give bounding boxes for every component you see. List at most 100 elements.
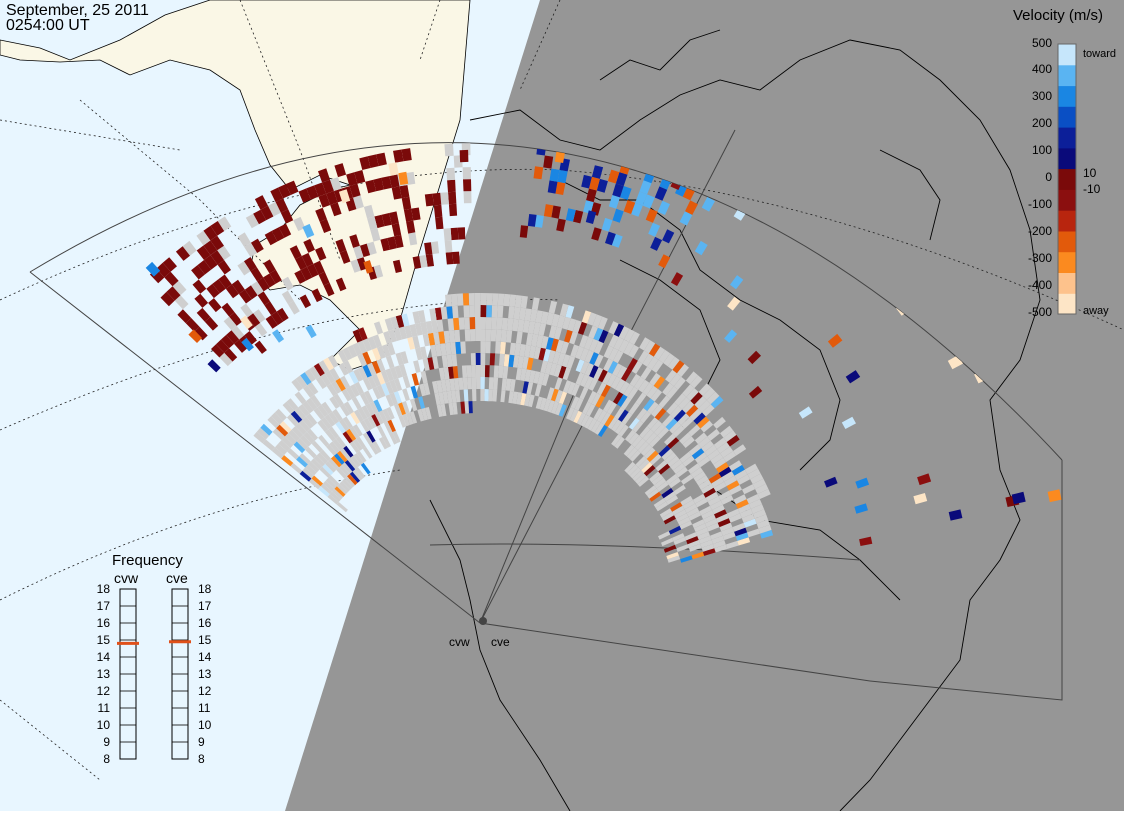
radar-cell xyxy=(726,434,740,447)
radar-cell xyxy=(713,540,726,549)
radar-cell xyxy=(635,191,648,206)
radar-cell xyxy=(385,368,394,382)
radar-cell xyxy=(597,369,608,383)
radar-cell xyxy=(359,156,371,170)
radar-cell xyxy=(250,281,264,296)
radar-cell xyxy=(515,331,523,344)
radar-cell xyxy=(537,372,545,385)
radar-cell xyxy=(349,471,361,483)
radar-cell xyxy=(569,331,578,345)
radar-cell xyxy=(561,354,571,368)
radar-cell xyxy=(305,446,317,459)
radar-cell xyxy=(303,238,315,253)
radar-cell xyxy=(509,379,516,392)
radar-cell xyxy=(509,342,516,356)
velocity-tick-label: -500 xyxy=(1028,305,1052,319)
radar-cell xyxy=(367,362,377,376)
radar-cell xyxy=(508,390,514,404)
radar-cell xyxy=(623,444,635,457)
radar-cell xyxy=(313,260,325,275)
colorbar-segment xyxy=(1058,189,1076,211)
radar-cell xyxy=(485,341,491,354)
radar-cell xyxy=(475,353,481,365)
radar-cell xyxy=(706,522,720,532)
radar-cell xyxy=(713,416,726,429)
radar-cell xyxy=(433,204,443,218)
frequency-label-cvw: cvw xyxy=(114,570,139,586)
radar-cell xyxy=(350,259,361,273)
radar-cell xyxy=(278,440,291,452)
radar-cell xyxy=(422,358,430,371)
radar-cell xyxy=(631,435,643,448)
radar-cell xyxy=(607,416,618,430)
radar-cell xyxy=(648,343,661,357)
radar-cell xyxy=(260,423,273,436)
radar-cell xyxy=(281,290,294,305)
radar-cell xyxy=(443,228,452,241)
radar-cell xyxy=(591,165,604,179)
radar-cell xyxy=(756,519,770,529)
radar-cell xyxy=(673,536,687,545)
radar-cell xyxy=(311,440,323,453)
radar-cell xyxy=(299,453,311,465)
frequency-tick-label: 16 xyxy=(97,616,111,630)
radar-cell xyxy=(663,353,675,367)
radar-cell xyxy=(471,365,476,378)
frequency-tick-label: 12 xyxy=(198,684,212,698)
radar-cell xyxy=(471,377,477,390)
radar-cell xyxy=(632,470,644,482)
radar-cell xyxy=(645,432,658,445)
radar-cell xyxy=(250,238,264,253)
radar-cell xyxy=(697,531,710,540)
radar-cell xyxy=(288,429,300,442)
radar-cell xyxy=(326,444,337,456)
radar-cell xyxy=(378,410,388,423)
radar-cell xyxy=(298,188,311,203)
radar-cell xyxy=(682,499,696,510)
radar-cell xyxy=(543,204,554,218)
radar-cell xyxy=(714,509,727,519)
radar-cell xyxy=(666,473,679,485)
radar-cell xyxy=(412,311,421,324)
radar-cell xyxy=(718,466,732,478)
radar-cell xyxy=(650,236,663,251)
velocity-legend: Velocity (m/s) 500400300200100100-10-100… xyxy=(1013,7,1116,319)
radar-cell xyxy=(389,432,398,445)
radar-cell xyxy=(667,356,680,370)
radar-cell xyxy=(653,498,666,509)
radar-cell xyxy=(374,412,384,425)
radar-cell xyxy=(257,291,271,306)
radar-cell xyxy=(376,358,386,372)
radar-cell xyxy=(380,238,391,252)
radar-cell xyxy=(286,414,299,427)
radar-cell xyxy=(338,362,349,376)
radar-cell xyxy=(747,350,761,365)
radar-cell xyxy=(324,429,336,442)
radar-cell xyxy=(737,474,751,485)
frequency-tick-label: 11 xyxy=(98,701,111,715)
radar-cell xyxy=(303,431,315,444)
radar-cell xyxy=(383,331,392,345)
radar-cell xyxy=(446,167,456,181)
radar-cell xyxy=(575,372,585,386)
radar-cell xyxy=(353,245,364,260)
radar-cell xyxy=(469,305,475,318)
radar-cell xyxy=(398,326,408,340)
radar-cell xyxy=(557,169,568,184)
radar-cell xyxy=(489,353,496,366)
radar-cell xyxy=(672,360,685,374)
radar-cell xyxy=(729,484,742,495)
radar-cell xyxy=(412,335,421,349)
radar-cell xyxy=(271,447,285,459)
radar-cell xyxy=(612,183,624,198)
radar-cell xyxy=(688,511,702,521)
radar-cell xyxy=(612,208,624,223)
radar-cell xyxy=(310,394,322,408)
radar-cell xyxy=(328,458,339,470)
radar-cell xyxy=(552,351,561,365)
radar-cell xyxy=(336,483,348,495)
radar-cell xyxy=(737,503,751,514)
radar-cell xyxy=(462,377,468,390)
frequency-tick-label: 12 xyxy=(97,684,111,698)
radar-cell xyxy=(549,362,558,376)
